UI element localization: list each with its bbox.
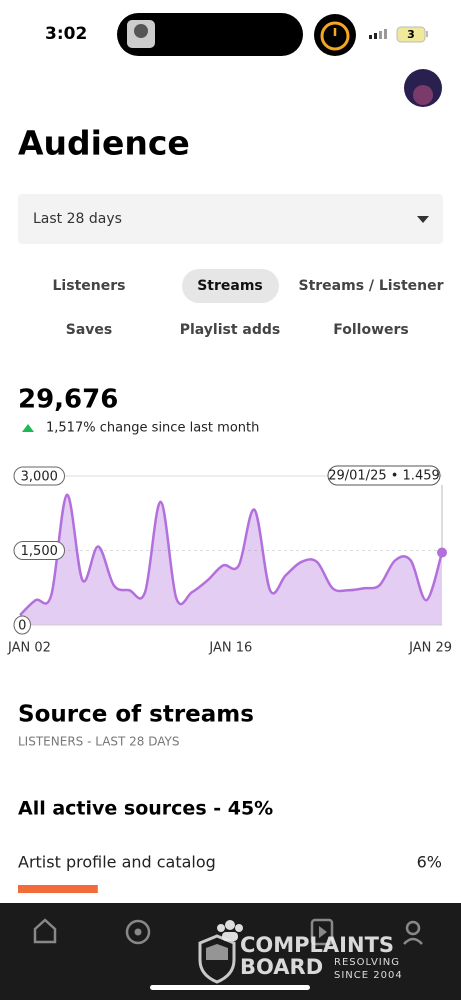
y-tick-label: 3,000 [21,470,58,485]
x-tick-label: JAN 16 [208,641,252,656]
avatar-detail [413,85,433,105]
tooltip: 29/01/25 • 1.459 [328,469,440,484]
page-title: Audience [18,124,190,163]
source-name: Artist profile and catalog [18,853,216,872]
nav-music-play [319,926,327,938]
tooltip-bg [327,465,441,486]
y-tick-label: 0 [18,619,26,634]
line [19,493,444,616]
y-tick-label: 1,500 [21,544,58,559]
tab[interactable]: Listeners [53,278,126,294]
nav-bar [0,903,461,1000]
nav-profile[interactable] [405,920,421,936]
nav-audience[interactable] [217,920,243,941]
thumb-figure [134,24,148,38]
tab[interactable]: Playlist adds [180,322,281,338]
time: 3:02 [45,24,87,44]
timer-icon [320,21,350,51]
watermark-shield-fill [206,944,228,960]
highlight-point [437,547,447,558]
nav-music[interactable] [310,918,334,946]
battery-cap [426,31,428,37]
y-tick-bg [13,615,31,635]
watermark-tag1: RESOLVING [334,957,400,968]
nav-home[interactable] [33,918,57,944]
dynamic-island [117,13,303,56]
tab[interactable]: Streams [197,278,263,294]
section-title: Source of streams [18,702,254,728]
nav-discover[interactable] [125,919,151,945]
sources-heading: All active sources - 45% [18,798,273,820]
home-indicator [150,985,310,990]
y-tick-bg [13,541,65,560]
battery [396,26,426,43]
total-streams: 29,676 [18,385,118,415]
section-subtitle: LISTENERS - LAST 28 DAYS [18,735,180,749]
nav-profile-body [403,937,423,945]
source-value: 6% [417,853,442,872]
dropdown-arrow [417,216,429,223]
nav-discover-dot [134,928,142,936]
area [20,494,442,625]
watermark-line2: BOARD [240,955,323,979]
tab[interactable]: Streams / Listener [298,278,443,294]
watermark-shield [198,934,236,984]
x-tick-label: JAN 29 [408,641,452,656]
up-arrow [22,424,34,432]
change-text: 1,517% change since last month [46,421,259,436]
signal [369,29,387,39]
y-tick-bg [13,466,65,486]
date-dropdown[interactable] [18,194,443,244]
selected-tab-bg [182,269,279,303]
tab[interactable]: Saves [66,322,112,338]
source-bar [18,885,98,893]
watermark-tag2: SINCE 2004 [334,970,403,981]
x-tick-label: JAN 02 [7,641,51,656]
battery-level: 3 [407,28,415,41]
tab[interactable]: Followers [333,322,409,338]
watermark-line1: COMPLAINTS [240,933,394,957]
date-range: Last 28 days [33,211,122,227]
